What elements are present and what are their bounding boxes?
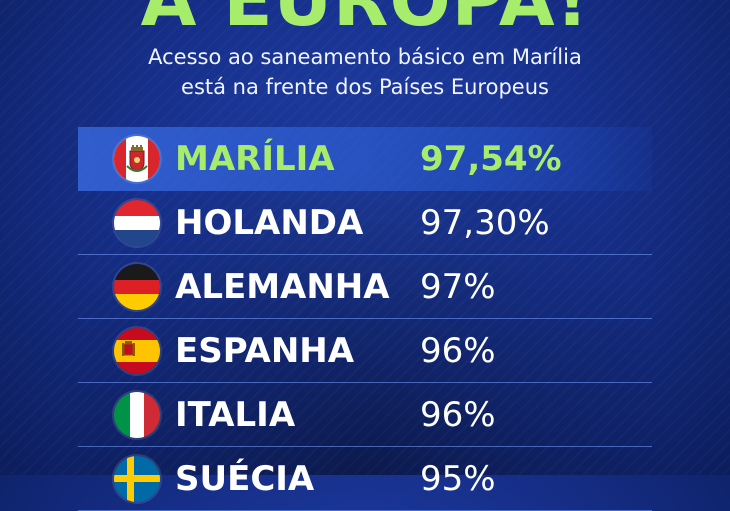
subtitle-line-1: Acesso ao saneamento básico em Marília bbox=[148, 45, 582, 69]
marilia-flag-icon bbox=[114, 136, 160, 182]
germany-flag-icon bbox=[114, 264, 160, 310]
country-name: HOLANDA bbox=[175, 203, 364, 243]
ranking-row-holanda: HOLANDA 97,30% bbox=[78, 191, 652, 255]
country-value: 96% bbox=[420, 331, 496, 371]
ranking-row-espanha: ESPANHA 96% bbox=[78, 319, 652, 383]
italy-flag-icon bbox=[114, 392, 160, 438]
country-value: 96% bbox=[420, 395, 496, 435]
ranking-row-italia: ITALIA 96% bbox=[78, 383, 652, 447]
country-name: ITALIA bbox=[175, 395, 296, 435]
ranking-row-suecia: SUÉCIA 95% bbox=[78, 447, 652, 511]
country-value: 97% bbox=[420, 267, 496, 307]
country-value: 97,30% bbox=[420, 203, 550, 243]
country-name: ESPANHA bbox=[175, 331, 355, 371]
country-name: ALEMANHA bbox=[175, 267, 390, 307]
ranking-table: MARÍLIA 97,54% HOLANDA 97,30% ALEMANHA 9… bbox=[78, 127, 652, 511]
country-value: 95% bbox=[420, 459, 496, 499]
country-name: MARÍLIA bbox=[175, 139, 335, 179]
headline: A EUROPA! bbox=[140, 0, 590, 42]
sweden-flag-icon bbox=[114, 456, 160, 502]
ranking-row-alemanha: ALEMANHA 97% bbox=[78, 255, 652, 319]
netherlands-flag-icon bbox=[114, 200, 160, 246]
spain-flag-icon bbox=[114, 328, 160, 374]
subtitle: Acesso ao saneamento básico em Marília e… bbox=[0, 42, 730, 102]
country-value: 97,54% bbox=[420, 139, 562, 179]
ranking-row-marilia: MARÍLIA 97,54% bbox=[78, 127, 652, 191]
subtitle-line-2: está na frente dos Países Europeus bbox=[181, 75, 549, 99]
country-name: SUÉCIA bbox=[175, 459, 315, 499]
